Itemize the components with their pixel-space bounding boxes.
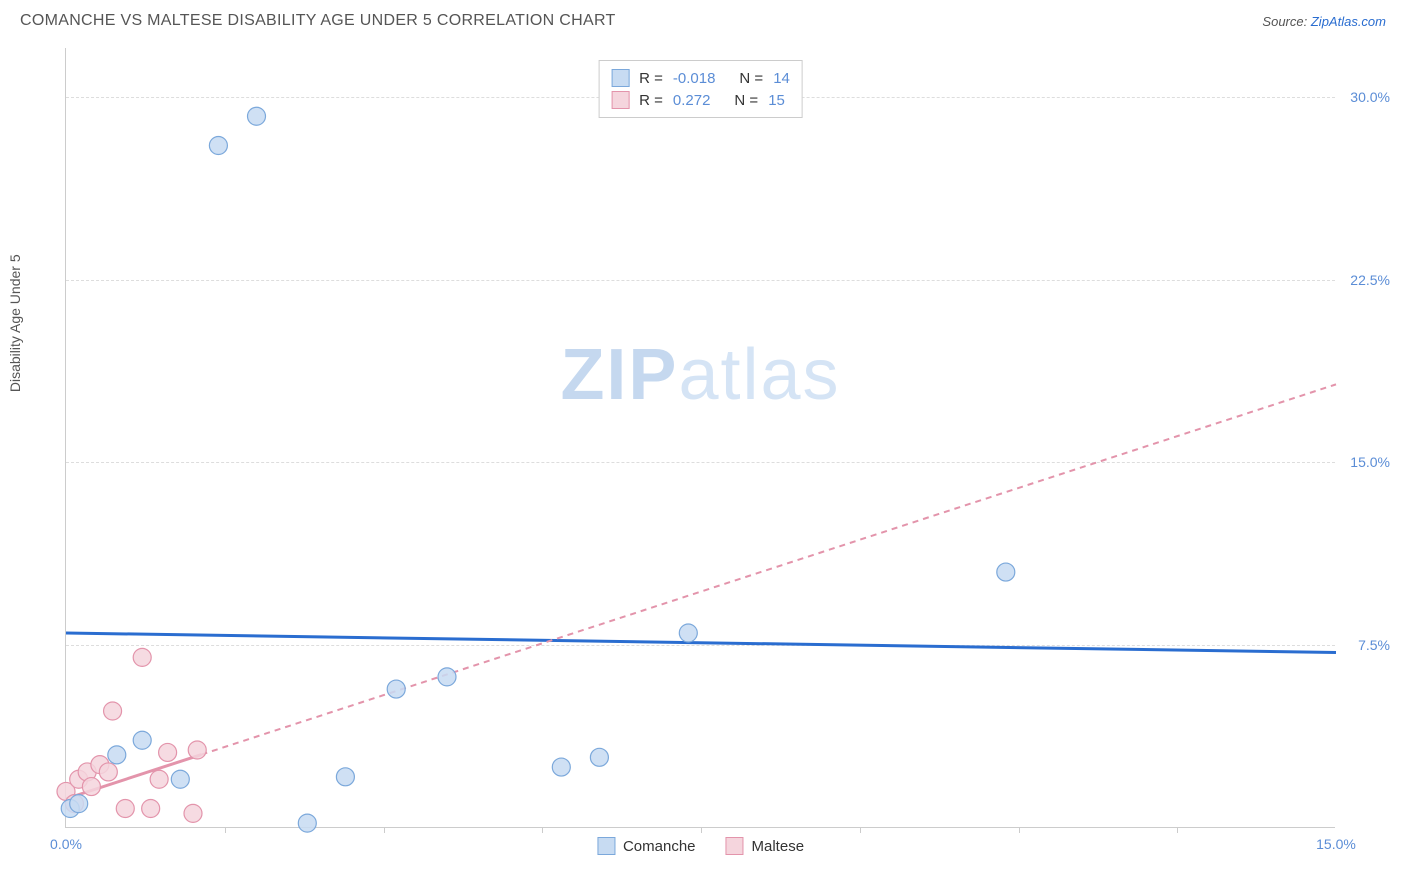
data-point: [188, 741, 206, 759]
data-point: [184, 804, 202, 822]
y-tick-label: 15.0%: [1350, 454, 1390, 470]
x-tick-label: 0.0%: [50, 836, 82, 852]
n-value-maltese: 15: [768, 92, 785, 109]
source-label: Source:: [1262, 14, 1307, 29]
data-point: [679, 624, 697, 642]
stats-legend-box: R = -0.018 N = 14 R = 0.272 N = 15: [598, 60, 803, 118]
swatch-maltese-icon: [726, 837, 744, 855]
data-point: [171, 770, 189, 788]
trend-line-dashed: [201, 384, 1336, 754]
trend-line: [66, 633, 1336, 653]
data-point: [997, 563, 1015, 581]
data-point: [82, 778, 100, 796]
data-point: [248, 107, 266, 125]
x-minor-tick: [1177, 827, 1178, 833]
chart-container: Disability Age Under 5 ZIPatlas 7.5%15.0…: [20, 38, 1386, 868]
n-label: N =: [739, 70, 763, 87]
data-point: [142, 800, 160, 818]
x-minor-tick: [225, 827, 226, 833]
data-point: [133, 648, 151, 666]
scatter-plot-svg: [66, 48, 1335, 827]
x-minor-tick: [384, 827, 385, 833]
stats-row-maltese: R = 0.272 N = 15: [611, 89, 790, 111]
n-label: N =: [734, 92, 758, 109]
y-axis-label: Disability Age Under 5: [7, 254, 23, 392]
chart-header: COMANCHE VS MALTESE DISABILITY AGE UNDER…: [0, 0, 1406, 38]
y-tick-label: 30.0%: [1350, 89, 1390, 105]
swatch-maltese: [611, 91, 629, 109]
y-tick-label: 22.5%: [1350, 272, 1390, 288]
legend-item-maltese: Maltese: [726, 837, 805, 855]
plot-area: ZIPatlas 7.5%15.0%22.5%30.0% 0.0%15.0% R…: [65, 48, 1335, 828]
source-link[interactable]: ZipAtlas.com: [1311, 14, 1386, 29]
data-point: [104, 702, 122, 720]
swatch-comanche-icon: [597, 837, 615, 855]
data-point: [133, 731, 151, 749]
data-point: [150, 770, 168, 788]
legend-label-comanche: Comanche: [623, 838, 696, 855]
data-point: [590, 748, 608, 766]
x-minor-tick: [1019, 827, 1020, 833]
r-value-comanche: -0.018: [673, 70, 716, 87]
data-point: [298, 814, 316, 832]
source-attribution: Source: ZipAtlas.com: [1262, 14, 1386, 29]
chart-title: COMANCHE VS MALTESE DISABILITY AGE UNDER…: [20, 12, 616, 30]
swatch-comanche: [611, 69, 629, 87]
x-minor-tick: [860, 827, 861, 833]
r-label: R =: [639, 92, 663, 109]
r-label: R =: [639, 70, 663, 87]
r-value-maltese: 0.272: [673, 92, 711, 109]
data-point: [336, 768, 354, 786]
legend-item-comanche: Comanche: [597, 837, 696, 855]
data-point: [552, 758, 570, 776]
data-point: [70, 795, 88, 813]
data-point: [108, 746, 126, 764]
n-value-comanche: 14: [773, 70, 790, 87]
data-point: [387, 680, 405, 698]
x-minor-tick: [701, 827, 702, 833]
stats-row-comanche: R = -0.018 N = 14: [611, 67, 790, 89]
data-point: [99, 763, 117, 781]
x-minor-tick: [542, 827, 543, 833]
y-tick-label: 7.5%: [1358, 637, 1390, 653]
data-point: [209, 137, 227, 155]
data-point: [438, 668, 456, 686]
data-point: [116, 800, 134, 818]
legend-label-maltese: Maltese: [752, 838, 805, 855]
x-tick-label: 15.0%: [1316, 836, 1356, 852]
data-point: [159, 743, 177, 761]
bottom-legend: Comanche Maltese: [597, 837, 804, 855]
